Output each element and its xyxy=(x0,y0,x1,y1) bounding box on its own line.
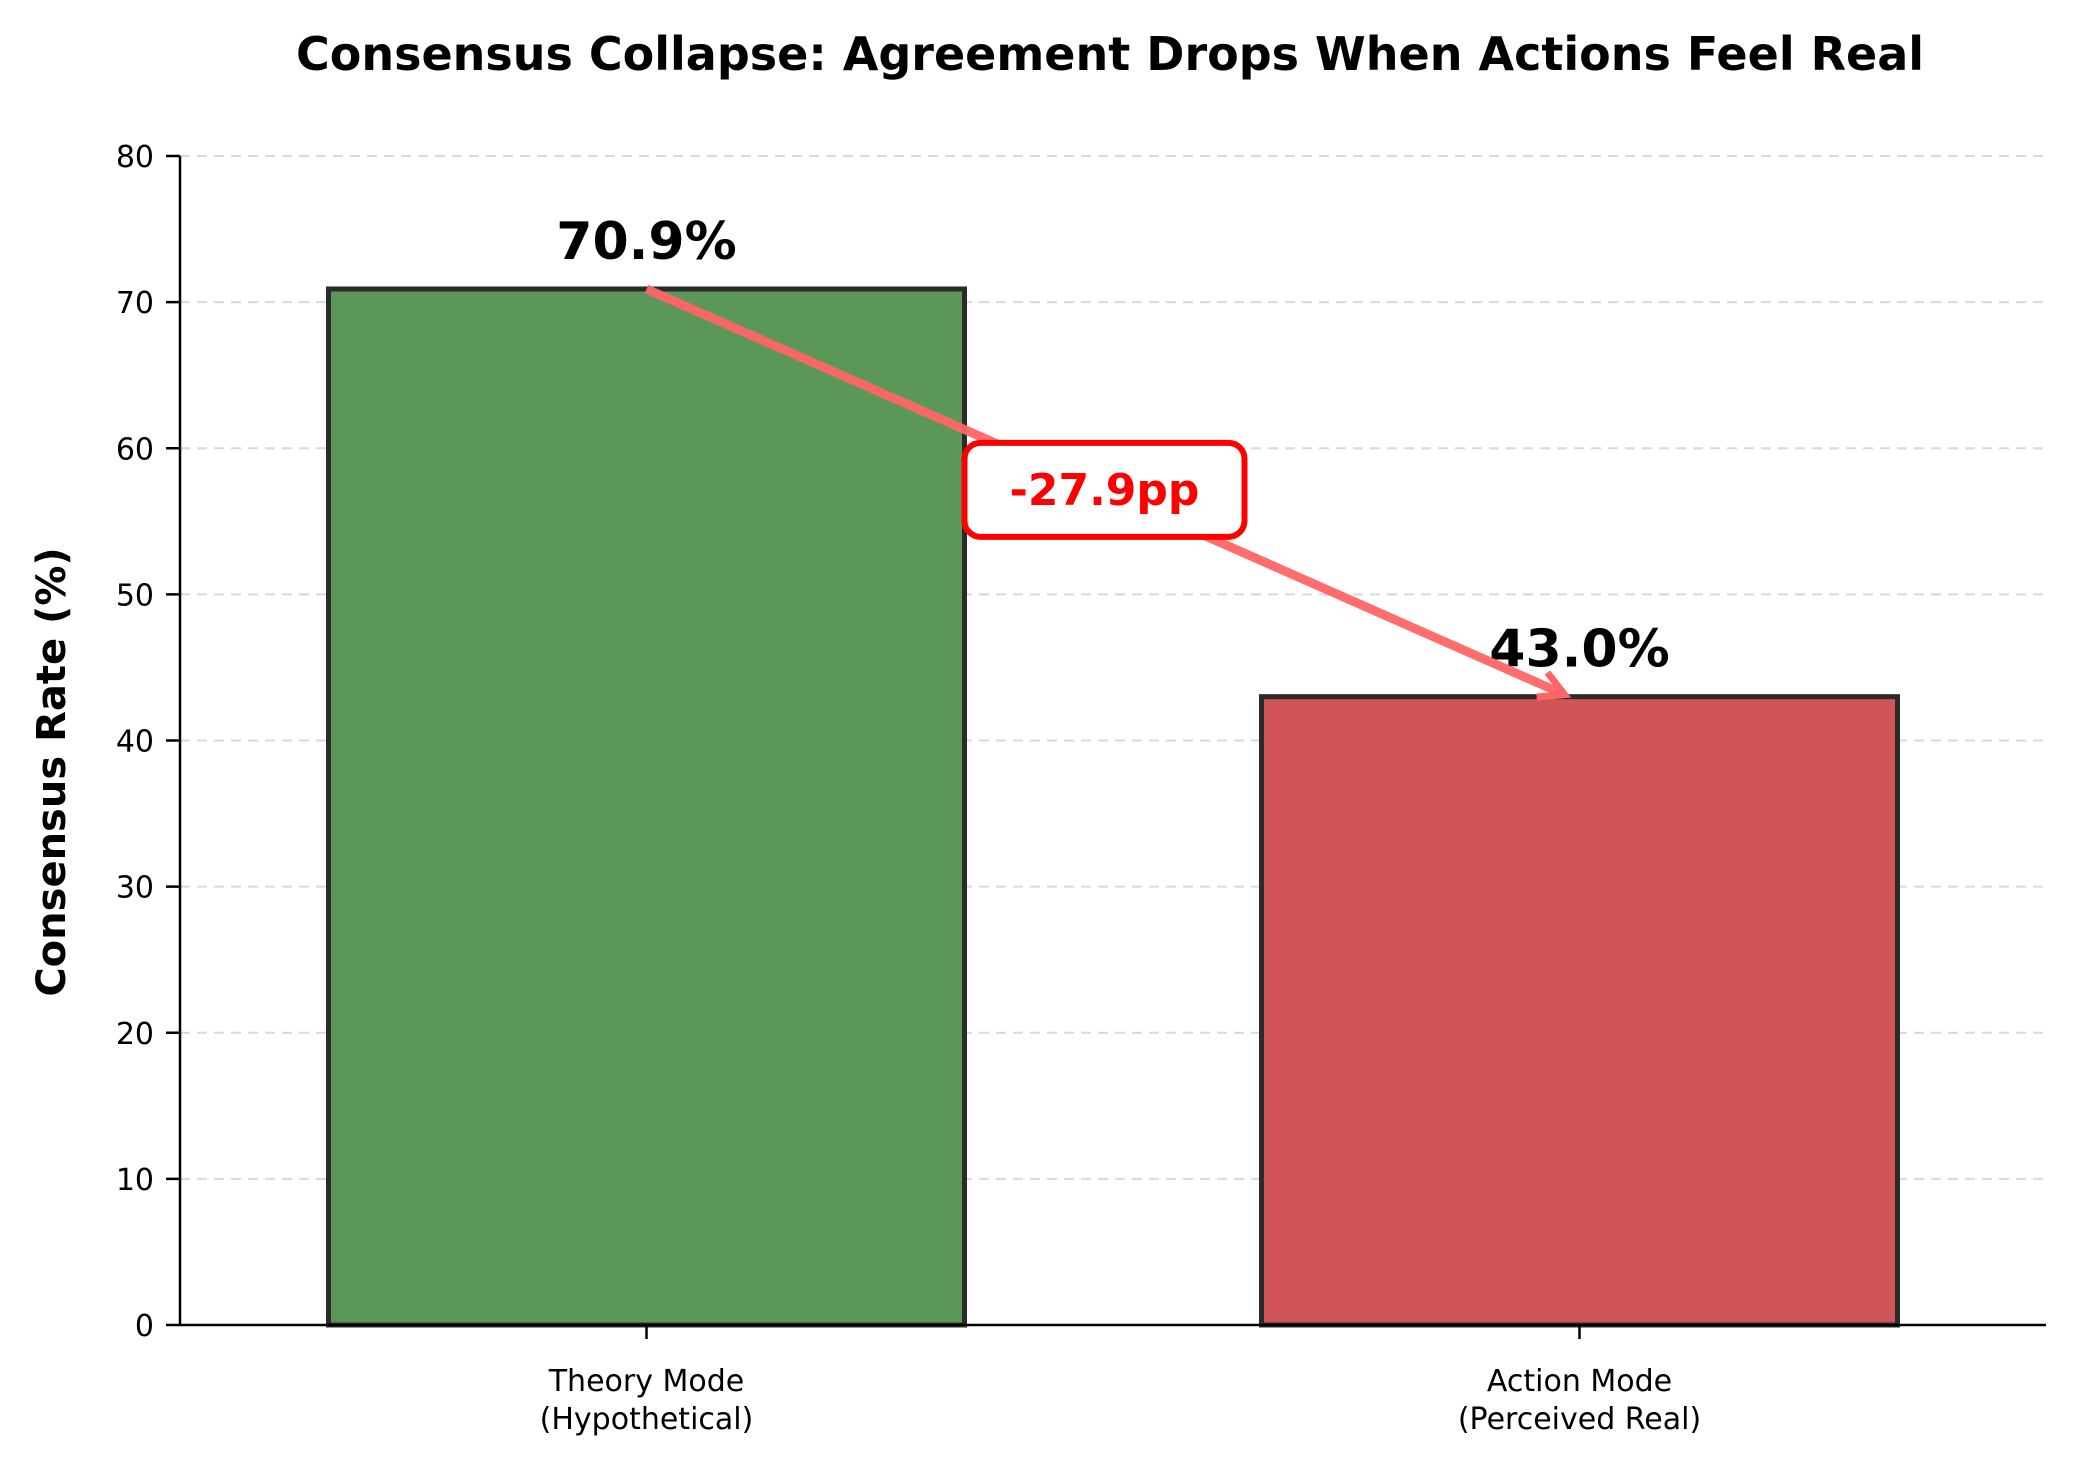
y-tick-label: 50 xyxy=(116,578,154,613)
x-ticks: Theory Mode (Hypothetical) Action Mode (Per… xyxy=(540,1325,1701,1437)
bar-value-label: 70.9% xyxy=(556,212,736,272)
delta-label: -27.9pp xyxy=(1010,465,1200,516)
bar-value-label: 43.0% xyxy=(1489,620,1669,680)
y-ticks: 0 10 20 30 40 50 60 70 80 xyxy=(116,140,180,1344)
chart-title: Consensus Collapse: Agreement Drops When… xyxy=(296,27,1924,81)
y-tick-label: 30 xyxy=(116,871,154,906)
y-tick-label: 0 xyxy=(135,1309,154,1344)
x-tick-label: Theory Mode (Hypothetical) xyxy=(540,1364,754,1437)
delta-label-box xyxy=(961,439,1248,540)
y-tick-label: 20 xyxy=(116,1017,154,1052)
y-tick-label: 70 xyxy=(116,286,154,321)
x-tick-label: Action Mode (Perceived Real) xyxy=(1458,1364,1701,1437)
bar-0 xyxy=(326,286,967,1328)
y-tick-label: 60 xyxy=(116,432,154,467)
y-tick-label: 10 xyxy=(116,1163,154,1198)
bar-labels: 70.9% 43.0% xyxy=(556,212,1669,680)
y-tick-label: 40 xyxy=(116,725,154,760)
delta-arrow-head xyxy=(1536,670,1572,701)
delta-annotation: -27.9pp xyxy=(644,284,1572,701)
bars xyxy=(326,286,1900,1328)
y-tick-label: 80 xyxy=(116,140,154,175)
y-axis-label: Consensus Rate (%) xyxy=(29,547,75,996)
bar-1 xyxy=(1259,694,1900,1328)
